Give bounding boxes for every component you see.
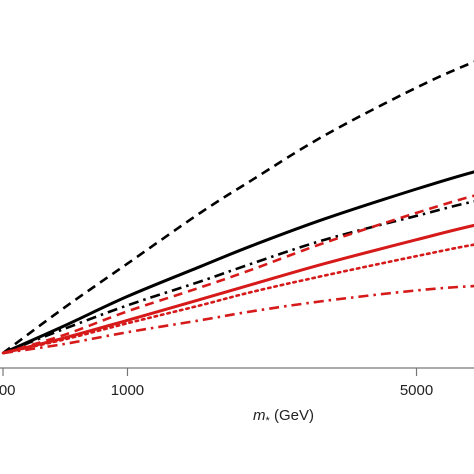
series-line-5 bbox=[2, 223, 474, 355]
x-tick-label: 1000 bbox=[111, 382, 144, 399]
x-axis-ticks: 5001000500010000 bbox=[0, 368, 433, 399]
x-axis-label-subscript: * bbox=[266, 415, 271, 427]
series-line-6 bbox=[1, 243, 474, 355]
series-lines bbox=[1, 60, 474, 355]
x-tick-label: 5000 bbox=[400, 382, 433, 399]
series-line-1 bbox=[2, 60, 474, 355]
series-line-4 bbox=[2, 194, 474, 355]
x-axis-label-variable: m bbox=[253, 407, 266, 424]
x-tick-label: 500 bbox=[0, 382, 16, 399]
series-line-3 bbox=[2, 200, 474, 355]
series-line-2 bbox=[2, 170, 474, 355]
x-axis-label-unit: (GeV) bbox=[270, 407, 314, 424]
series-line-7 bbox=[2, 284, 474, 355]
x-axis-label: m* (GeV) bbox=[253, 407, 314, 427]
